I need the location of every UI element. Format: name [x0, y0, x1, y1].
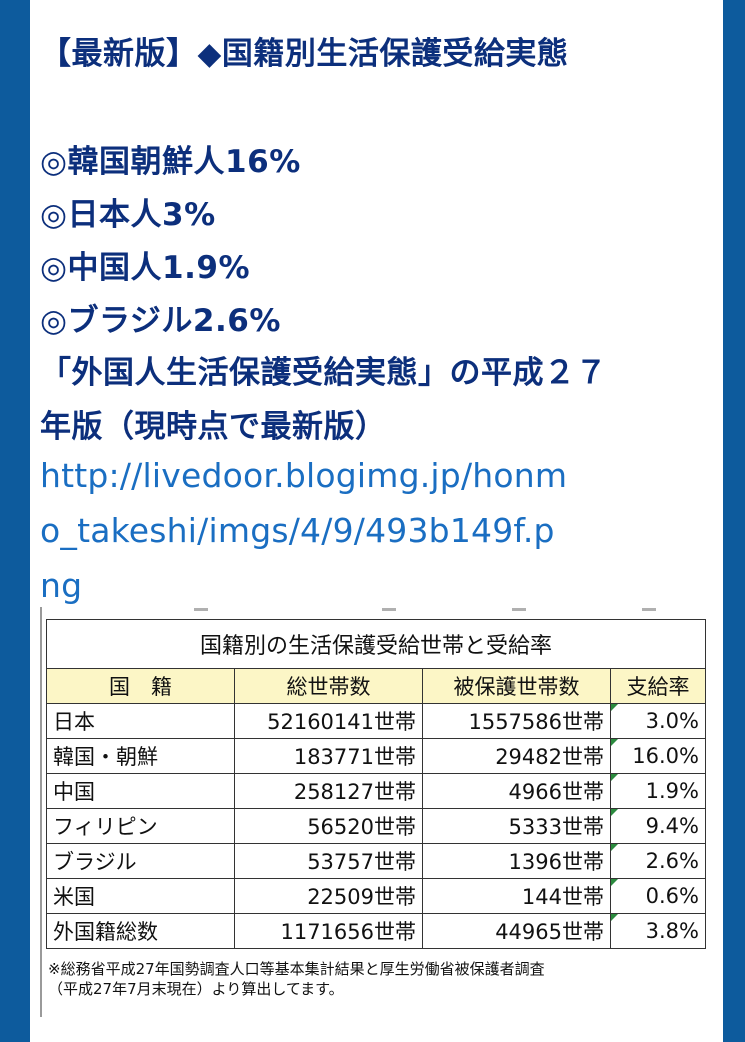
- table-row: 韓国・朝鮮 183771世帯 29482世帯 16.0%: [46, 738, 706, 774]
- stat-brazil: ◎ブラジル2.6%: [40, 303, 281, 339]
- cell-total: 52160141世帯: [234, 703, 423, 739]
- post-title: 【最新版】◆国籍別生活保護受給実態: [40, 36, 569, 72]
- cell-protected: 4966世帯: [422, 773, 611, 809]
- table-row: 日本 52160141世帯 1557586世帯 3.0%: [46, 703, 706, 739]
- cell-rate: 2.6%: [610, 843, 706, 879]
- right-frame-border: [723, 0, 745, 1042]
- image-link-line-3[interactable]: ng: [40, 566, 83, 605]
- stat-japanese: ◎日本人3%: [40, 197, 216, 233]
- table-row: 中国 258127世帯 4966世帯 1.9%: [46, 773, 706, 809]
- cell-protected: 5333世帯: [422, 808, 611, 844]
- cell-country: 米国: [46, 878, 235, 914]
- table-header-row: 国 籍 総世帯数 被保護世帯数 支給率: [46, 668, 706, 704]
- cell-protected: 1396世帯: [422, 843, 611, 879]
- table-caption: 国籍別の生活保護受給世帯と受給率: [46, 619, 706, 669]
- stat-korean: ◎韓国朝鮮人16%: [40, 144, 301, 180]
- stat-chinese: ◎中国人1.9%: [40, 250, 251, 286]
- welfare-table: 国籍別の生活保護受給世帯と受給率 国 籍 総世帯数 被保護世帯数 支給率 日本 …: [46, 619, 706, 949]
- header-rate: 支給率: [610, 668, 706, 704]
- cell-country: 日本: [46, 703, 235, 739]
- table-row: フィリピン 56520世帯 5333世帯 9.4%: [46, 808, 706, 844]
- spreadsheet-edge: [42, 607, 712, 613]
- embedded-table-image: 国籍別の生活保護受給世帯と受給率 国 籍 総世帯数 被保護世帯数 支給率 日本 …: [40, 607, 712, 1017]
- cell-total: 22509世帯: [234, 878, 423, 914]
- table-row: ブラジル 53757世帯 1396世帯 2.6%: [46, 843, 706, 879]
- cell-rate: 9.4%: [610, 808, 706, 844]
- cell-total: 1171656世帯: [234, 913, 423, 949]
- cell-rate: 3.8%: [610, 913, 706, 949]
- cell-total: 183771世帯: [234, 738, 423, 774]
- table-row: 外国籍総数 1171656世帯 44965世帯 3.8%: [46, 913, 706, 949]
- cell-protected: 44965世帯: [422, 913, 611, 949]
- cell-rate: 0.6%: [610, 878, 706, 914]
- cell-total: 56520世帯: [234, 808, 423, 844]
- cell-rate: 3.0%: [610, 703, 706, 739]
- left-frame-border: [0, 0, 30, 1042]
- cell-protected: 29482世帯: [422, 738, 611, 774]
- cell-protected: 1557586世帯: [422, 703, 611, 739]
- table-source-note: ※総務省平成27年国勢調査人口等基本集計結果と厚生労働省被保護者調査 （平成27…: [48, 959, 688, 999]
- note-line-2: （平成27年7月末現在）より算出してます。: [48, 980, 344, 998]
- note-line-1: ※総務省平成27年国勢調査人口等基本集計結果と厚生労働省被保護者調査: [48, 960, 545, 978]
- image-link-line-2[interactable]: o_takeshi/imgs/4/9/493b149f.p: [40, 511, 555, 550]
- body-line-2: 年版（現時点で最新版）: [40, 409, 387, 445]
- image-link-line-1[interactable]: http://livedoor.blogimg.jp/honm: [40, 456, 568, 495]
- cell-rate: 16.0%: [610, 738, 706, 774]
- cell-rate: 1.9%: [610, 773, 706, 809]
- cell-country: 韓国・朝鮮: [46, 738, 235, 774]
- header-total: 総世帯数: [234, 668, 423, 704]
- cell-total: 53757世帯: [234, 843, 423, 879]
- cell-total: 258127世帯: [234, 773, 423, 809]
- cell-country: 中国: [46, 773, 235, 809]
- table-row: 米国 22509世帯 144世帯 0.6%: [46, 878, 706, 914]
- cell-country: ブラジル: [46, 843, 235, 879]
- header-country: 国 籍: [46, 668, 235, 704]
- cell-protected: 144世帯: [422, 878, 611, 914]
- cell-country: フィリピン: [46, 808, 235, 844]
- cell-country: 外国籍総数: [46, 913, 235, 949]
- header-protected: 被保護世帯数: [422, 668, 611, 704]
- body-line-1: 「外国人生活保護受給実態」の平成２７: [40, 355, 607, 391]
